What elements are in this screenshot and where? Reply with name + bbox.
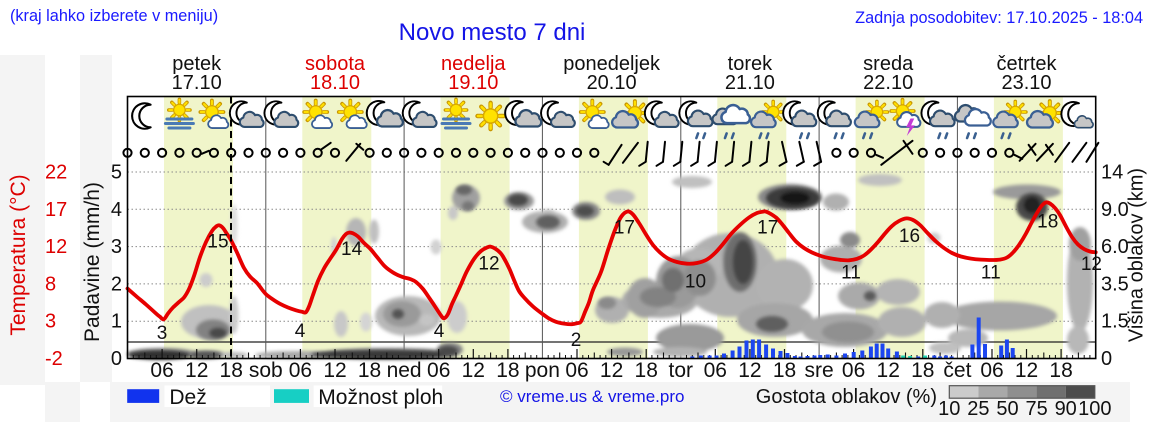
svg-text:3: 3 (157, 323, 168, 344)
svg-text:pon: pon (525, 359, 560, 382)
svg-text:23.10: 23.10 (1001, 72, 1051, 94)
svg-text:12: 12 (877, 359, 900, 382)
svg-text:-2: -2 (45, 348, 63, 370)
svg-text:18: 18 (911, 359, 934, 382)
svg-text:četrtek: četrtek (996, 53, 1057, 75)
svg-text:ponedeljek: ponedeljek (563, 53, 661, 75)
svg-text:14: 14 (1101, 162, 1123, 184)
svg-text:75: 75 (1025, 398, 1047, 420)
svg-text:8: 8 (45, 273, 56, 295)
svg-text:Zadnja posodobitev: 17.10.2025: Zadnja posodobitev: 17.10.2025 - 18:04 (855, 9, 1143, 27)
svg-text:18: 18 (358, 359, 381, 382)
svg-text:20.10: 20.10 (587, 72, 637, 94)
svg-text:11: 11 (841, 262, 861, 283)
svg-text:12: 12 (462, 359, 485, 382)
svg-text:4: 4 (111, 199, 122, 221)
svg-text:12: 12 (1015, 359, 1038, 382)
svg-text:Dež: Dež (169, 386, 206, 409)
svg-text:18: 18 (773, 359, 796, 382)
svg-text:17: 17 (757, 218, 778, 239)
svg-text:17: 17 (614, 218, 635, 239)
svg-text:ned: ned (387, 359, 422, 382)
svg-text:12: 12 (1081, 254, 1102, 275)
svg-text:torek: torek (728, 53, 773, 75)
svg-text:sobota: sobota (305, 53, 366, 75)
svg-text:sreda: sreda (863, 53, 914, 75)
svg-text:3.5: 3.5 (1101, 273, 1129, 295)
svg-text:2: 2 (571, 330, 582, 351)
svg-text:06: 06 (704, 359, 727, 382)
svg-text:Padavine (mm/h): Padavine (mm/h) (81, 182, 104, 342)
svg-text:1: 1 (111, 311, 122, 333)
svg-text:21.10: 21.10 (725, 72, 775, 94)
svg-text:0: 0 (1101, 348, 1112, 370)
svg-text:06: 06 (289, 359, 312, 382)
svg-text:18: 18 (1037, 212, 1058, 233)
svg-text:25: 25 (967, 398, 989, 420)
svg-text:18: 18 (635, 359, 658, 382)
svg-text:4: 4 (434, 321, 445, 342)
svg-text:18: 18 (1049, 359, 1072, 382)
svg-text:Gostota oblakov (%): Gostota oblakov (%) (756, 386, 937, 408)
svg-text:12: 12 (45, 236, 67, 258)
svg-text:15: 15 (207, 232, 228, 253)
svg-text:12: 12 (185, 359, 208, 382)
svg-text:Možnost ploh: Možnost ploh (318, 386, 443, 409)
svg-text:100: 100 (1078, 398, 1111, 420)
svg-text:06: 06 (842, 359, 865, 382)
svg-text:1.5: 1.5 (1101, 311, 1129, 333)
svg-text:(kraj lahko izberete v meniju): (kraj lahko izberete v meniju) (10, 7, 218, 25)
svg-text:Višina oblakov (km): Višina oblakov (km) (1126, 168, 1148, 342)
svg-text:22: 22 (45, 162, 67, 184)
svg-text:06: 06 (150, 359, 173, 382)
svg-text:12: 12 (600, 359, 623, 382)
svg-text:12: 12 (738, 359, 761, 382)
svg-text:0: 0 (111, 348, 122, 370)
svg-text:22.10: 22.10 (863, 72, 913, 94)
svg-text:2: 2 (111, 273, 122, 295)
svg-text:6.0: 6.0 (1101, 236, 1129, 258)
svg-text:3: 3 (111, 236, 122, 258)
svg-text:sob: sob (249, 359, 283, 382)
svg-text:11: 11 (981, 262, 1001, 283)
svg-text:petek: petek (172, 53, 222, 75)
svg-text:06: 06 (980, 359, 1003, 382)
svg-text:čet: čet (943, 359, 971, 382)
svg-text:90: 90 (1055, 398, 1077, 420)
svg-text:12: 12 (478, 254, 499, 275)
svg-text:9.0: 9.0 (1101, 199, 1129, 221)
svg-text:18: 18 (496, 359, 519, 382)
svg-text:sre: sre (805, 359, 834, 382)
svg-text:14: 14 (341, 239, 363, 260)
svg-text:06: 06 (565, 359, 588, 382)
svg-text:18: 18 (220, 359, 243, 382)
svg-text:Novo mesto 7 dni: Novo mesto 7 dni (399, 19, 586, 46)
svg-text:nedelja: nedelja (441, 53, 506, 75)
svg-text:10: 10 (938, 398, 960, 420)
svg-text:Temperatura (°C): Temperatura (°C) (7, 174, 30, 335)
svg-text:12: 12 (323, 359, 346, 382)
svg-text:18.10: 18.10 (310, 72, 360, 94)
svg-text:16: 16 (899, 226, 920, 247)
svg-text:17.10: 17.10 (172, 72, 222, 94)
svg-text:06: 06 (427, 359, 450, 382)
svg-text:10: 10 (685, 272, 706, 293)
svg-text:5: 5 (111, 162, 122, 184)
svg-text:© vreme.us & vreme.pro: © vreme.us & vreme.pro (500, 387, 684, 406)
svg-text:50: 50 (996, 398, 1018, 420)
svg-text:17: 17 (45, 199, 67, 221)
svg-text:4: 4 (295, 321, 306, 342)
svg-text:3: 3 (45, 311, 56, 333)
svg-text:tor: tor (669, 359, 694, 382)
svg-text:19.10: 19.10 (448, 72, 498, 94)
